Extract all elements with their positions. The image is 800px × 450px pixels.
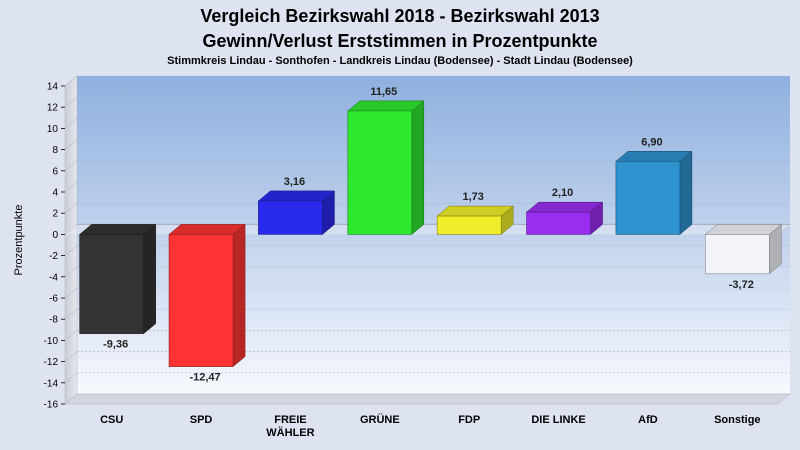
bar-front [347, 110, 413, 235]
zero-plane [65, 224, 790, 235]
gridline-wall [64, 75, 78, 87]
bar-front [258, 200, 323, 235]
y-tick-label: -12 [44, 357, 59, 368]
y-tick-label: 12 [47, 103, 59, 114]
bar-side [411, 100, 425, 235]
category-label-2: FREIE [274, 414, 306, 426]
bar-front [168, 234, 234, 367]
bar-top [436, 205, 514, 217]
bar-front [615, 160, 681, 235]
bar-side [143, 223, 156, 335]
y-tick-label: 8 [52, 145, 58, 156]
category-label-6: AfD [638, 414, 658, 426]
data-label-0: -9,36 [103, 339, 128, 351]
data-label-6: 6,90 [641, 136, 662, 148]
data-label-1: -12,47 [189, 372, 220, 384]
category-label-4: FDP [458, 414, 480, 426]
bar-0 [78, 223, 157, 335]
gridline-wall [64, 96, 78, 108]
plot-left-wall [64, 75, 78, 405]
y-tick-label: 10 [47, 124, 59, 135]
bar-3 [347, 100, 425, 235]
gridline-wall [64, 308, 78, 320]
y-axis-title: Prozentpunkte [13, 205, 25, 276]
chart-subtitle: Gewinn/Verlust Erststimmen in Prozentpun… [202, 31, 597, 51]
gridline-wall [64, 287, 78, 299]
bar-1 [168, 223, 246, 368]
bar-top [525, 201, 604, 213]
gridline-wall [64, 118, 78, 129]
bar-top [704, 224, 783, 235]
y-tick-label: -4 [49, 272, 58, 283]
bar-top [347, 100, 425, 112]
gridline-wall [64, 266, 78, 278]
y-tick-label: 4 [52, 188, 58, 199]
bar-side [232, 223, 246, 368]
gridline-wall [64, 351, 78, 362]
data-label-2: 3,16 [284, 176, 305, 188]
y-axis-ticks: 14 12 10 8 6 4 2 0 -2 -4 -6 -8 -10 -12 -14 -16 [44, 82, 65, 411]
bar-6 [615, 150, 693, 235]
gridline-wall [64, 245, 78, 256]
bar-7 [704, 223, 783, 275]
y-tick-label: 2 [52, 209, 58, 220]
bar-5 [525, 201, 604, 235]
y-tick-label: 0 [52, 230, 58, 241]
bar-top [615, 151, 693, 162]
y-tick-label: -6 [49, 294, 58, 305]
bar-4 [436, 205, 514, 235]
gridline-wall [64, 330, 78, 341]
gridline-wall [64, 372, 78, 384]
data-labels: -9,36 -12,47 3,16 11,65 1,73 2,10 6,90 -3,72 [103, 86, 754, 384]
category-label-2: WÄHLER [266, 426, 314, 439]
data-label-7: -3,72 [729, 279, 754, 291]
data-label-4: 1,73 [462, 191, 483, 203]
y-tick-label: -8 [49, 315, 58, 326]
data-label-5: 2,10 [552, 187, 573, 199]
bar-top [78, 224, 157, 235]
y-tick-label: 6 [52, 166, 58, 177]
gridline-wall [64, 181, 78, 193]
bar-side [679, 150, 693, 235]
bar-2 [257, 190, 336, 235]
category-label-1: SPD [190, 414, 213, 426]
bar-top [257, 190, 336, 202]
gridline-wall [64, 393, 78, 405]
category-label-7: Sonstige [714, 414, 760, 426]
data-label-3: 11,65 [370, 86, 397, 98]
y-tick-label: 14 [47, 82, 59, 93]
chart-title: Vergleich Bezirkswahl 2018 - Bezirkswahl… [200, 6, 599, 26]
bar-front [79, 234, 144, 334]
bars [78, 100, 783, 368]
plot-floor [64, 393, 791, 405]
gridline-wall [64, 160, 78, 172]
chart-caption: Stimmkreis Lindau - Sonthofen - Landkrei… [167, 55, 633, 67]
y-tick-label: -16 [44, 400, 59, 411]
gridlines [64, 75, 790, 405]
gridline-wall [64, 202, 78, 214]
category-label-5: DIE LINKE [531, 414, 585, 426]
bar-front [436, 215, 502, 235]
category-label-0: CSU [100, 414, 123, 426]
y-tick-label: -10 [44, 336, 59, 347]
bar-front [526, 211, 591, 235]
y-tick-label: -2 [49, 251, 58, 262]
bar-front [705, 234, 770, 275]
bar-top [168, 224, 246, 235]
gridline-wall [64, 139, 78, 150]
category-label-3: GRÜNE [360, 413, 400, 426]
y-tick-label: -14 [44, 378, 59, 389]
